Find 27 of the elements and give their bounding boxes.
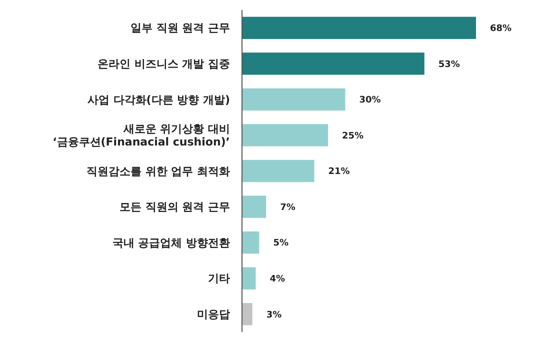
y-tick-label: 국내 공급업체 방향전환: [112, 236, 230, 250]
y-tick-label: 직원감소를 위한 업무 최적화: [86, 164, 230, 178]
y-tick-label: 사업 다각화(다른 방향 개발): [87, 93, 230, 106]
y-tick-label: 새로운 위기상황 대비 ‘금융쿠션(Finanacial cushion)’: [52, 122, 230, 149]
bar: [242, 231, 260, 254]
bar: [242, 88, 346, 111]
bar: [242, 196, 266, 218]
y-tick-label: 기타: [208, 272, 230, 286]
bar: [242, 16, 476, 39]
y-tick-label: 모든 직원의 원격 근무: [120, 200, 230, 214]
data-label: 68%: [490, 24, 512, 34]
data-label: 3%: [266, 310, 282, 320]
bar: [242, 303, 252, 326]
data-label: 21%: [328, 167, 350, 178]
bar: [242, 160, 314, 182]
bar: [242, 52, 424, 75]
bar: [242, 124, 328, 146]
data-label: 30%: [359, 96, 381, 106]
data-label: 7%: [280, 202, 296, 213]
data-label: 53%: [438, 60, 460, 70]
y-tick-label: 일부 직원 원격 근무: [130, 22, 230, 35]
data-label: 25%: [342, 131, 364, 142]
data-label: 5%: [273, 238, 288, 249]
data-label: 4%: [270, 274, 286, 284]
y-tick-label: 미응답: [197, 308, 230, 321]
bar: [242, 267, 256, 290]
y-tick-label: 온라인 비즈니스 개발 집중: [98, 58, 230, 71]
